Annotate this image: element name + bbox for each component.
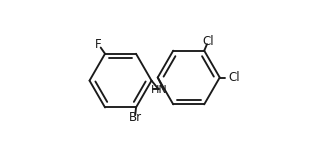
- Text: Cl: Cl: [202, 35, 214, 48]
- Text: Cl: Cl: [228, 71, 240, 84]
- Text: F: F: [95, 38, 102, 51]
- Text: HN: HN: [151, 85, 167, 95]
- Text: Br: Br: [129, 111, 142, 124]
